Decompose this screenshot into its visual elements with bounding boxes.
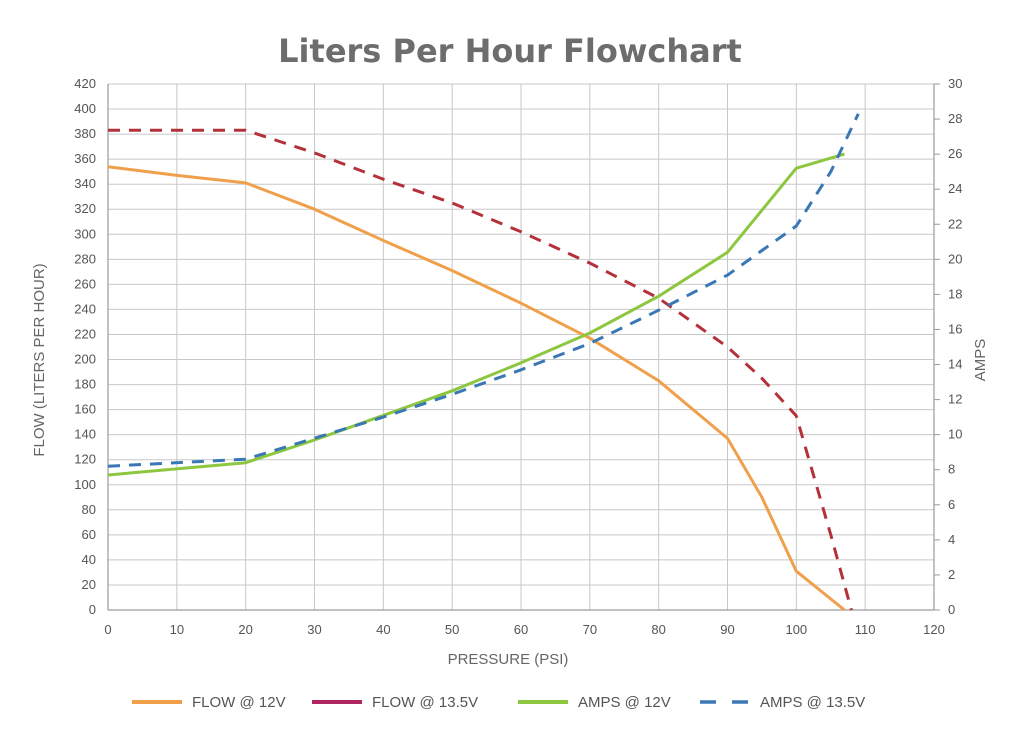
y-tick-label: 200 xyxy=(74,352,96,367)
y2-tick-label: 26 xyxy=(948,146,962,161)
y-tick-label: 220 xyxy=(74,326,96,341)
y2-tick-label: 0 xyxy=(948,602,955,617)
y-tick-label: 80 xyxy=(82,502,96,517)
series-line-4 xyxy=(107,113,860,468)
x-tick-label: 20 xyxy=(238,622,252,637)
y-tick-label: 240 xyxy=(74,301,96,316)
legend: FLOW @ 12V FLOW @ 13.5V AMPS @ 12V AMPS @ 1… xyxy=(132,694,865,711)
y-tick-label: 340 xyxy=(74,176,96,191)
y2-tick-label: 4 xyxy=(948,532,955,547)
y-tick-label: 320 xyxy=(74,201,96,216)
x-tick-label: 110 xyxy=(855,622,876,637)
y2-tick-label: 16 xyxy=(948,321,962,336)
y2-tick-label: 8 xyxy=(948,462,955,477)
y2-tick-label: 10 xyxy=(948,427,962,442)
x-tick-label: 90 xyxy=(720,622,734,637)
y-tick-label: 360 xyxy=(74,151,96,166)
series-line-1 xyxy=(107,165,846,612)
legend-label-1: FLOW @ 12V xyxy=(192,694,286,711)
x-tick-label: 70 xyxy=(583,622,597,637)
x-tick-label: 10 xyxy=(170,622,184,637)
y-tick-label: 0 xyxy=(89,602,96,617)
y-tick-label: 280 xyxy=(74,251,96,266)
y-tick-label: 120 xyxy=(74,452,96,467)
y2-tick-label: 14 xyxy=(948,357,962,372)
x-tick-label: 100 xyxy=(785,622,807,637)
y-tick-label: 40 xyxy=(82,552,96,567)
y2-tick-label: 20 xyxy=(948,251,962,266)
x-tick-label: 50 xyxy=(445,622,459,637)
y-tick-label: 180 xyxy=(74,377,96,392)
y-tick-label: 300 xyxy=(74,226,96,241)
y-tick-label: 100 xyxy=(74,477,96,492)
y2-tick-label: 12 xyxy=(948,392,962,407)
y2-tick-label: 22 xyxy=(948,216,962,231)
x-tick-label: 0 xyxy=(104,622,111,637)
legend-label-4: AMPS @ 13.5V xyxy=(760,694,865,711)
y2-tick-label: 24 xyxy=(948,181,962,196)
x-tick-label: 60 xyxy=(514,622,528,637)
x-axis-ticks: 0 10 20 30 40 50 60 70 80 90 100 110 120 xyxy=(104,622,944,637)
series-line-3 xyxy=(107,152,845,477)
y-tick-label: 260 xyxy=(74,276,96,291)
x-tick-label: 80 xyxy=(651,622,665,637)
legend-label-3: AMPS @ 12V xyxy=(578,694,671,711)
y2-tick-label: 18 xyxy=(948,286,962,301)
y-axis-ticks: 0 20 40 60 80 100 120 140 160 180 200 220 240 260 280 3… xyxy=(74,76,96,617)
y2-tick-label: 28 xyxy=(948,111,962,126)
y-tick-label: 140 xyxy=(74,427,96,442)
y-tick-label: 160 xyxy=(74,402,96,417)
x-tick-label: 120 xyxy=(923,622,945,637)
y-axis-label: FLOW (LITERS PER HOUR) xyxy=(31,263,48,456)
x-tick-label: 30 xyxy=(307,622,321,637)
y-tick-label: 400 xyxy=(74,101,96,116)
y-tick-label: 380 xyxy=(74,126,96,141)
legend-label-2: FLOW @ 13.5V xyxy=(372,694,478,711)
x-tick-label: 40 xyxy=(376,622,390,637)
y-tick-label: 20 xyxy=(82,577,96,592)
y2-tick-label: 2 xyxy=(948,567,955,582)
series-lines xyxy=(107,113,860,612)
y2-tick-label: 6 xyxy=(948,497,955,512)
grid xyxy=(107,83,940,611)
y2-axis-label: AMPS xyxy=(972,339,989,382)
chart-title: Liters Per Hour Flowchart xyxy=(278,32,742,70)
y-tick-label: 420 xyxy=(74,76,96,91)
y-tick-label: 60 xyxy=(82,527,96,542)
x-axis-label: PRESSURE (PSI) xyxy=(448,651,569,668)
y2-tick-label: 30 xyxy=(948,76,962,91)
series-line-2 xyxy=(108,128,853,611)
